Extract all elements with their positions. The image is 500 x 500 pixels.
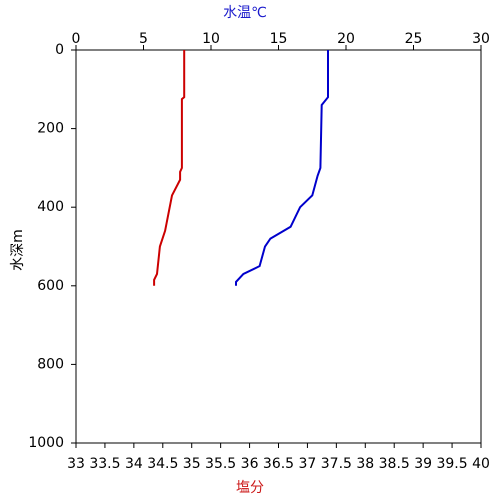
x2-tick-label: 20 bbox=[337, 31, 355, 47]
x-tick-label: 34 bbox=[125, 456, 143, 472]
x-tick-label: 38.5 bbox=[379, 456, 410, 472]
y-tick-label: 400 bbox=[37, 199, 64, 215]
x-tick-label: 33.5 bbox=[89, 456, 120, 472]
y-tick-label: 0 bbox=[55, 42, 64, 58]
x-tick-label: 37.5 bbox=[321, 456, 352, 472]
x2-tick-label: 5 bbox=[139, 31, 148, 47]
profile-line bbox=[153, 50, 186, 286]
plot-frame bbox=[75, 49, 482, 444]
x-tick-label: 37 bbox=[299, 456, 317, 472]
y-tick-label: 200 bbox=[37, 121, 64, 137]
x2-tick-label: 0 bbox=[72, 31, 81, 47]
y-tick-label: 800 bbox=[37, 356, 64, 372]
bottom-axis-label: 塩分 bbox=[236, 480, 264, 496]
y-tick-label: 600 bbox=[37, 278, 64, 294]
profile-line bbox=[235, 50, 329, 286]
x-tick-label: 38 bbox=[356, 456, 374, 472]
y-tick-label: 1000 bbox=[28, 435, 64, 451]
x-tick-label: 34.5 bbox=[147, 456, 178, 472]
x-tick-label: 33 bbox=[67, 456, 85, 472]
x-tick-label: 40 bbox=[472, 456, 490, 472]
x-tick-label: 36 bbox=[241, 456, 259, 472]
top-axis-label: 水温℃ bbox=[223, 5, 267, 21]
x-tick-label: 39 bbox=[414, 456, 432, 472]
x-tick-label: 35.5 bbox=[205, 456, 236, 472]
x2-tick-label: 30 bbox=[472, 31, 490, 47]
x2-tick-label: 10 bbox=[202, 31, 220, 47]
x2-tick-label: 15 bbox=[270, 31, 288, 47]
x-tick-label: 35 bbox=[183, 456, 201, 472]
y-axis-label: 水深m bbox=[10, 229, 26, 271]
x-tick-label: 39.5 bbox=[436, 456, 467, 472]
x2-tick-label: 25 bbox=[405, 31, 423, 47]
x-tick-label: 36.5 bbox=[263, 456, 294, 472]
